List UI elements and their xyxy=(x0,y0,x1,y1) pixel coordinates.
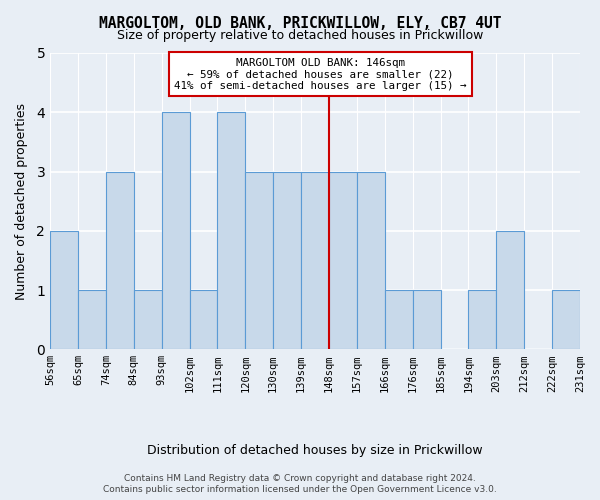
Bar xyxy=(357,172,385,350)
Text: MARGOLTOM, OLD BANK, PRICKWILLOW, ELY, CB7 4UT: MARGOLTOM, OLD BANK, PRICKWILLOW, ELY, C… xyxy=(99,16,501,31)
Bar xyxy=(190,290,217,350)
Text: Size of property relative to detached houses in Prickwillow: Size of property relative to detached ho… xyxy=(117,29,483,42)
Text: Contains HM Land Registry data © Crown copyright and database right 2024.
Contai: Contains HM Land Registry data © Crown c… xyxy=(103,474,497,494)
Bar xyxy=(245,172,273,350)
Bar xyxy=(301,172,329,350)
Y-axis label: Number of detached properties: Number of detached properties xyxy=(15,102,28,300)
Bar xyxy=(217,112,245,350)
Bar xyxy=(413,290,440,350)
Bar xyxy=(273,172,301,350)
Bar xyxy=(496,231,524,350)
Bar xyxy=(385,290,413,350)
Bar xyxy=(161,112,190,350)
Bar xyxy=(552,290,580,350)
Text: MARGOLTOM OLD BANK: 146sqm
← 59% of detached houses are smaller (22)
41% of semi: MARGOLTOM OLD BANK: 146sqm ← 59% of deta… xyxy=(175,58,467,91)
Bar xyxy=(134,290,161,350)
Bar xyxy=(50,231,78,350)
Bar xyxy=(78,290,106,350)
Bar xyxy=(106,172,134,350)
Bar xyxy=(329,172,357,350)
X-axis label: Distribution of detached houses by size in Prickwillow: Distribution of detached houses by size … xyxy=(147,444,483,458)
Bar xyxy=(469,290,496,350)
